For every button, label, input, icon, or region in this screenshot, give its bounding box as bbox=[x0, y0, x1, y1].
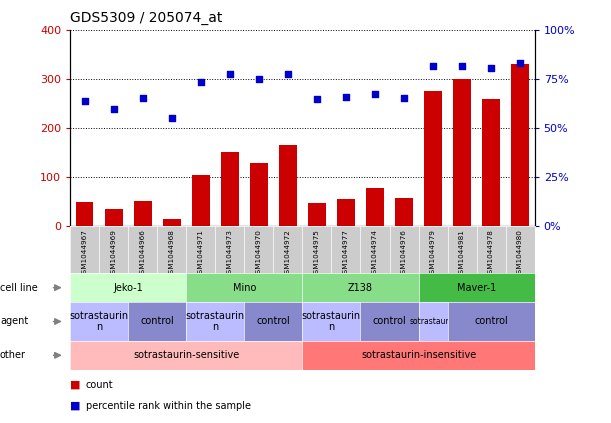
Text: GSM1044976: GSM1044976 bbox=[401, 228, 407, 277]
Text: percentile rank within the sample: percentile rank within the sample bbox=[86, 401, 251, 411]
Bar bbox=[511, 64, 529, 226]
Point bbox=[254, 75, 264, 82]
Point bbox=[370, 90, 380, 97]
Point bbox=[80, 98, 90, 104]
Text: GSM1044972: GSM1044972 bbox=[285, 228, 291, 277]
Text: sotrastaurin
n: sotrastaurin n bbox=[302, 310, 361, 332]
Bar bbox=[453, 79, 470, 226]
Text: GSM1044975: GSM1044975 bbox=[314, 228, 320, 277]
Point bbox=[428, 62, 438, 69]
Point bbox=[167, 115, 177, 121]
Text: GDS5309 / 205074_at: GDS5309 / 205074_at bbox=[70, 11, 222, 25]
Text: GSM1044980: GSM1044980 bbox=[517, 228, 523, 277]
Text: GSM1044974: GSM1044974 bbox=[372, 228, 378, 277]
Text: agent: agent bbox=[0, 316, 28, 327]
Point bbox=[138, 95, 148, 102]
Bar bbox=[424, 91, 442, 226]
Bar bbox=[337, 199, 354, 226]
Text: other: other bbox=[0, 350, 26, 360]
Point bbox=[196, 79, 206, 85]
Point bbox=[109, 106, 119, 113]
Bar bbox=[221, 151, 239, 226]
Text: cell line: cell line bbox=[0, 283, 38, 293]
Point bbox=[225, 71, 235, 77]
Text: control: control bbox=[257, 316, 290, 327]
Text: GSM1044981: GSM1044981 bbox=[459, 228, 465, 277]
Point bbox=[399, 95, 409, 102]
Text: sotrastaurin
n: sotrastaurin n bbox=[70, 310, 129, 332]
Bar bbox=[483, 99, 500, 226]
Text: control: control bbox=[474, 316, 508, 327]
Point bbox=[341, 94, 351, 101]
Text: GSM1044971: GSM1044971 bbox=[198, 228, 204, 277]
Point bbox=[283, 71, 293, 77]
Text: GSM1044968: GSM1044968 bbox=[169, 228, 175, 277]
Bar bbox=[76, 202, 93, 226]
Text: sotrastaurin: sotrastaurin bbox=[409, 317, 456, 326]
Text: GSM1044969: GSM1044969 bbox=[111, 228, 117, 277]
Text: Maver-1: Maver-1 bbox=[457, 283, 496, 293]
Text: sotrastaurin-insensitive: sotrastaurin-insensitive bbox=[361, 350, 476, 360]
Text: sotrastaurin-sensitive: sotrastaurin-sensitive bbox=[133, 350, 240, 360]
Text: Z138: Z138 bbox=[348, 283, 373, 293]
Bar bbox=[309, 203, 326, 226]
Text: GSM1044979: GSM1044979 bbox=[430, 228, 436, 277]
Text: control: control bbox=[141, 316, 174, 327]
Text: Jeko-1: Jeko-1 bbox=[114, 283, 143, 293]
Text: GSM1044967: GSM1044967 bbox=[82, 228, 88, 277]
Point bbox=[457, 62, 467, 69]
Bar bbox=[279, 145, 297, 226]
Text: GSM1044970: GSM1044970 bbox=[256, 228, 262, 277]
Point bbox=[312, 96, 322, 103]
Text: GSM1044973: GSM1044973 bbox=[227, 228, 233, 277]
Text: ■: ■ bbox=[70, 380, 81, 390]
Bar bbox=[163, 219, 181, 226]
Text: GSM1044966: GSM1044966 bbox=[140, 228, 146, 277]
Text: sotrastaurin
n: sotrastaurin n bbox=[186, 310, 245, 332]
Bar bbox=[395, 198, 413, 226]
Bar bbox=[134, 201, 152, 226]
Text: GSM1044977: GSM1044977 bbox=[343, 228, 349, 277]
Text: ■: ■ bbox=[70, 401, 81, 411]
Text: control: control bbox=[373, 316, 406, 327]
Bar bbox=[251, 163, 268, 226]
Bar bbox=[105, 209, 122, 226]
Text: count: count bbox=[86, 380, 113, 390]
Point bbox=[486, 65, 496, 71]
Bar bbox=[367, 188, 384, 226]
Text: Mino: Mino bbox=[233, 283, 256, 293]
Text: GSM1044978: GSM1044978 bbox=[488, 228, 494, 277]
Bar bbox=[192, 175, 210, 226]
Point bbox=[515, 60, 525, 66]
